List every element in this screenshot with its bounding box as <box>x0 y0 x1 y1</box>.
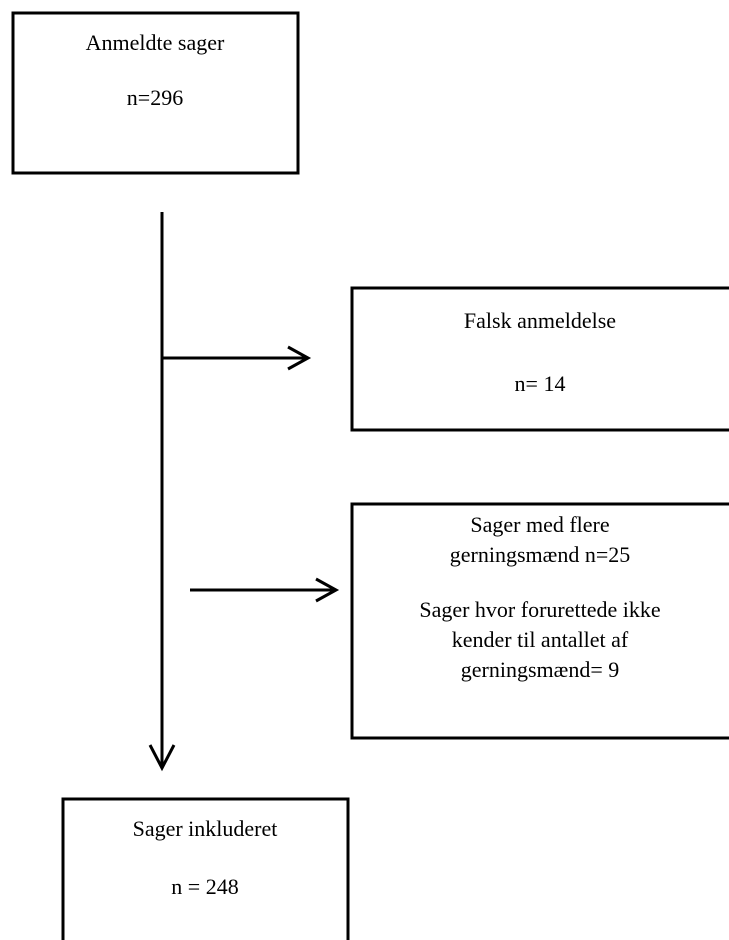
box-reported <box>11 11 300 175</box>
box-excluded <box>350 502 729 740</box>
arrowhead-right <box>315 577 340 603</box>
box-false-report <box>350 286 729 432</box>
box-included <box>61 797 350 940</box>
node-text: Falsk anmeldelse <box>464 308 616 333</box>
node-text: gerningsmænd n=25 <box>450 542 630 567</box>
node-text: n=296 <box>127 85 183 110</box>
node-text: gerningsmænd= 9 <box>461 657 619 682</box>
node-text: Sager hvor forurettede ikke <box>419 597 660 622</box>
node-text: n= 14 <box>515 371 566 396</box>
node-text: kender til antallet af <box>452 627 629 652</box>
arrowhead-down <box>148 744 176 772</box>
arrowhead-right <box>287 345 312 371</box>
node-text: Anmeldte sager <box>86 30 225 55</box>
node-text: n = 248 <box>171 874 238 899</box>
node-text: Sager inkluderet <box>133 816 278 841</box>
node-text: Sager med flere <box>470 512 609 537</box>
